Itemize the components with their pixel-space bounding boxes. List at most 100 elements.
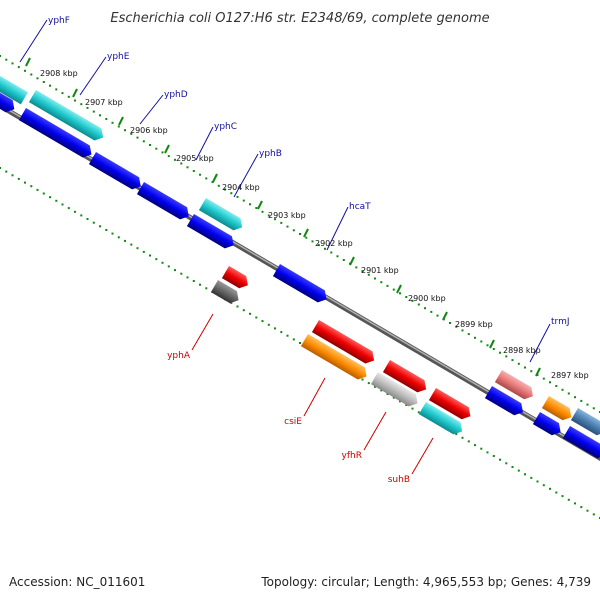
track-dot: [205, 287, 208, 290]
track-dot: [586, 509, 589, 512]
track-dot: [511, 359, 514, 362]
track-dot: [186, 166, 189, 169]
track-dot: [486, 344, 489, 347]
gene-label-yphD[interactable]: yphD: [164, 90, 188, 100]
track-dot: [299, 342, 301, 344]
gene-label-yphF[interactable]: yphF: [48, 16, 70, 26]
tick-label: 2907 kbp: [85, 98, 123, 107]
gene-yphB[interactable]: [198, 198, 246, 233]
track-dot: [542, 377, 545, 380]
tick-label: 2908 kbp: [40, 69, 78, 78]
track-dot: [242, 309, 245, 312]
track-dot: [574, 396, 576, 399]
gene-label-hcaT[interactable]: hcaT: [349, 202, 371, 212]
gene-yphE[interactable]: [28, 90, 107, 144]
track-dot: [380, 281, 383, 284]
gene-hcaT[interactable]: [272, 264, 330, 305]
gene-blue-3[interactable]: [186, 214, 237, 251]
gene-blue-6[interactable]: [562, 426, 600, 461]
gene-yfhR[interactable]: [370, 372, 421, 409]
gene-csiE[interactable]: [300, 334, 370, 383]
track-dot: [280, 331, 283, 334]
track-dot: [117, 236, 120, 239]
tick-label: 2898 kbp: [503, 346, 541, 355]
track-dot: [267, 323, 270, 326]
track-dot: [30, 185, 33, 188]
track-dot: [174, 158, 176, 161]
gene-blue-1[interactable]: [0, 88, 18, 115]
track-dot: [361, 378, 364, 381]
top-gene-labels: yphF yphE yphD yphC yphB hcaT trmJ: [48, 16, 570, 327]
genome-title: Escherichia coli O127:H6 str. E2348/69, …: [110, 11, 489, 26]
track-dot: [161, 261, 164, 264]
track-dot: [117, 125, 120, 128]
track-dot: [530, 476, 533, 479]
gene-red-2[interactable]: [382, 360, 430, 395]
track-dot: [449, 322, 451, 324]
gene-label-yphC[interactable]: yphC: [214, 122, 237, 132]
track-dot: [336, 255, 339, 258]
track-dot: [311, 240, 314, 243]
tick-label: 2897 kbp: [551, 371, 589, 380]
tick-label: 2904 kbp: [222, 183, 260, 192]
gene-label-csiE[interactable]: csiE: [284, 417, 302, 427]
track-dot: [386, 393, 389, 395]
track-dot: [436, 314, 439, 317]
gene-yphF[interactable]: [0, 70, 28, 105]
track-dot: [567, 392, 570, 395]
track-dot: [374, 277, 376, 280]
track-dot: [524, 366, 526, 369]
gene-yphD[interactable]: [18, 108, 95, 161]
track-dot: [386, 284, 389, 287]
gene-label-yphA[interactable]: yphA: [167, 351, 191, 361]
track-dot: [186, 276, 189, 279]
track-dot: [511, 466, 514, 468]
track-dot: [549, 381, 551, 384]
track-dot: [149, 144, 151, 146]
gene-label-yfhR[interactable]: yfhR: [342, 451, 362, 461]
tick-mark: [442, 311, 448, 321]
track-dot: [11, 174, 14, 177]
track-dot: [67, 207, 70, 210]
track-dot: [49, 84, 51, 87]
track-dot: [474, 336, 476, 339]
top-leader-lines: [19, 19, 551, 363]
gene-red-small[interactable]: [221, 266, 252, 291]
gene-yphA[interactable]: [210, 280, 242, 306]
track-dot: [86, 106, 89, 109]
tick-label: 2905 kbp: [176, 154, 214, 163]
gene-red-3[interactable]: [428, 388, 474, 422]
tick-label: 2901 kbp: [361, 266, 399, 275]
gene-label-yphE[interactable]: yphE: [107, 52, 130, 62]
gene-red-1[interactable]: [311, 320, 378, 366]
tick-mark: [25, 57, 31, 67]
track-dot: [261, 210, 264, 213]
gene-yphC[interactable]: [88, 152, 144, 192]
gene-label-suhB[interactable]: suhB: [388, 475, 410, 485]
track-dot: [230, 192, 233, 195]
gene-label-trmJ[interactable]: trmJ: [551, 317, 570, 327]
gene-trmJ[interactable]: [494, 370, 537, 402]
tick-mark: [164, 144, 170, 154]
gene-features: [0, 70, 600, 461]
track-dot: [286, 334, 289, 337]
gene-label-yphB[interactable]: yphB: [259, 149, 282, 159]
track-dot: [155, 147, 158, 150]
gene-orange-2[interactable]: [541, 396, 575, 423]
track-dot: [274, 327, 276, 330]
track-dot: [330, 251, 333, 254]
gene-blue-2[interactable]: [136, 182, 192, 222]
track-dot: [180, 272, 183, 275]
track-dot: [142, 140, 145, 143]
track-dot: [167, 265, 170, 268]
track-dot: [530, 370, 533, 373]
gene-steel[interactable]: [570, 408, 600, 438]
gene-suhB[interactable]: [418, 402, 466, 437]
track-dot: [174, 269, 176, 272]
track-dot: [105, 118, 108, 120]
gene-blue-4[interactable]: [484, 386, 527, 418]
track-dot: [92, 221, 95, 224]
gene-blue-5[interactable]: [532, 412, 564, 438]
track-dot: [0, 55, 1, 57]
track-dot: [274, 218, 276, 221]
